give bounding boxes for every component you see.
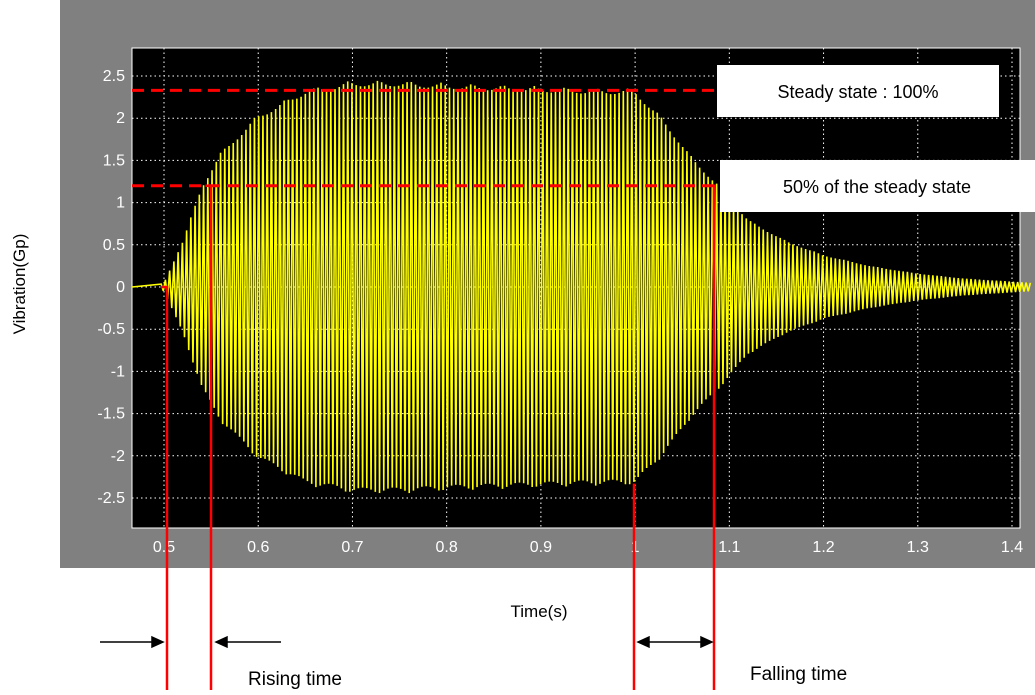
time-markers xyxy=(161,184,716,690)
steady-state-callout: Steady state : 100% xyxy=(777,82,938,102)
y-axis-label: Vibration(Gp) xyxy=(10,234,29,335)
rising-arrowhead-left xyxy=(151,635,165,649)
y-tick-label: 1.5 xyxy=(103,152,125,169)
rising-time-arrows xyxy=(100,635,281,649)
y-tick-label: -2 xyxy=(111,448,125,465)
y-tick-label: -1 xyxy=(111,363,125,380)
y-tick-label: 1 xyxy=(116,195,125,212)
x-tick-label: 0.7 xyxy=(341,539,363,556)
x-tick-label: 1.1 xyxy=(718,539,740,556)
rising-arrowhead-right xyxy=(214,635,228,649)
vibration-signal xyxy=(131,80,1032,494)
y-tick-label: -2.5 xyxy=(97,490,125,507)
rise-50-marker xyxy=(205,184,213,690)
reference-lines xyxy=(132,88,720,188)
x-tick-label: 1.2 xyxy=(812,539,834,556)
y-tick-label: -0.5 xyxy=(97,321,125,338)
steady-state-callout-box xyxy=(717,65,999,117)
x-tick-label: 0.5 xyxy=(153,539,175,556)
y-tick-label: 2.5 xyxy=(103,68,125,85)
falling-arrowhead-left xyxy=(636,635,650,649)
y-tick-labels: 2.5 2 1.5 1 0.5 0 -0.5 -1 -1.5 -2 -2.5 xyxy=(97,68,125,507)
fall-50-marker xyxy=(705,184,716,690)
x-tick-label: 1.3 xyxy=(907,539,929,556)
x-tick-label: 0.8 xyxy=(436,539,458,556)
falling-time-arrow xyxy=(636,635,714,649)
half-state-callout-box xyxy=(720,160,1035,212)
x-tick-label: 0.9 xyxy=(530,539,552,556)
x-tick-label: 1.4 xyxy=(1001,539,1023,556)
y-tick-label: 0.5 xyxy=(103,237,125,254)
y-tick-label: 0 xyxy=(116,279,125,296)
x-tick-label: 0.6 xyxy=(247,539,269,556)
falling-arrowhead-right xyxy=(700,635,714,649)
x-axis-label: Time(s) xyxy=(511,602,568,621)
signal-trace xyxy=(131,80,1032,494)
y-tick-label: -1.5 xyxy=(97,406,125,423)
falling-time-label: Falling time xyxy=(750,664,847,685)
y-tick-label: 2 xyxy=(116,110,125,127)
rising-time-label: Rising time xyxy=(248,669,342,690)
start-marker xyxy=(161,285,169,690)
half-state-callout: 50% of the steady state xyxy=(783,177,971,197)
